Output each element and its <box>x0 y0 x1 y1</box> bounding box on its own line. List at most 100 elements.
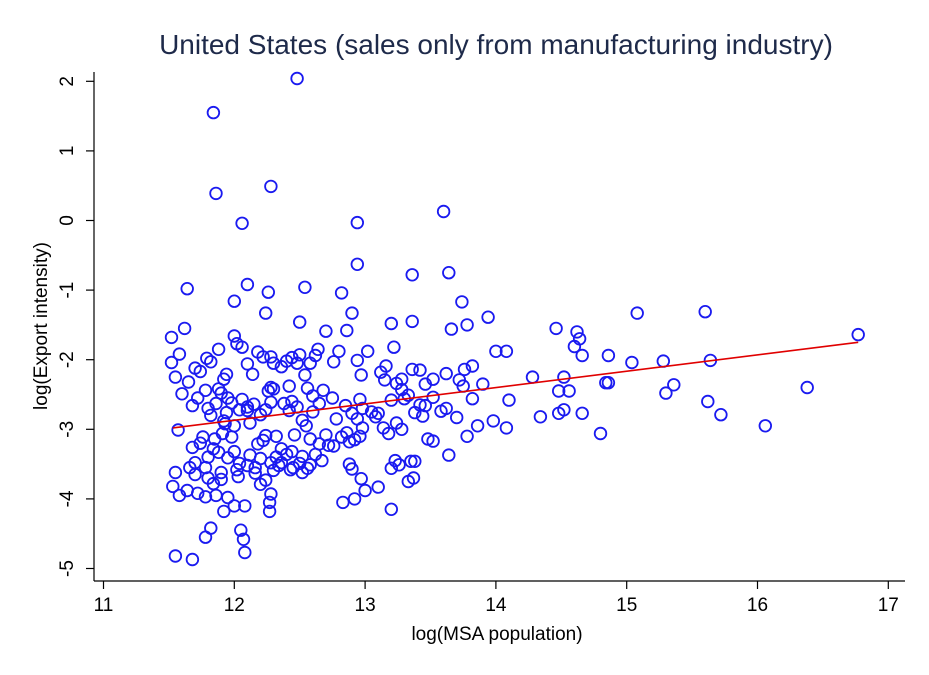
scatter-point <box>378 373 392 387</box>
scatter-point <box>287 428 302 442</box>
scatter-point <box>227 294 242 308</box>
scatter-point <box>354 472 368 486</box>
scatter-point <box>204 521 218 535</box>
scatter-point <box>264 380 278 395</box>
scatter-point <box>198 383 213 398</box>
scatter-point <box>295 449 310 464</box>
scatter-point <box>243 416 257 430</box>
scatter-point <box>261 384 276 398</box>
scatter-point <box>340 426 354 440</box>
scatter-point <box>329 412 344 426</box>
scatter-point <box>236 532 251 547</box>
scatter-point <box>227 444 242 459</box>
scatter-point <box>282 379 296 393</box>
scatter-point <box>525 370 540 384</box>
scatter-point <box>465 392 480 406</box>
scatter-point <box>200 351 214 366</box>
y-tick-label: -4 <box>57 490 78 507</box>
scatter-point <box>211 342 226 357</box>
scatter-point <box>405 362 419 377</box>
scatter-point <box>303 458 317 472</box>
scatter-point <box>405 314 419 329</box>
scatter-point <box>166 479 180 494</box>
scatter-point <box>248 466 262 480</box>
scatter-point <box>327 439 341 453</box>
scatter-point <box>293 348 307 362</box>
scatter-point <box>381 426 396 441</box>
scatter-point <box>164 330 179 345</box>
scatter-point <box>345 406 359 421</box>
scatter-point <box>444 322 459 336</box>
scatter-point <box>232 456 247 471</box>
scatter-point <box>235 340 249 354</box>
scatter-point <box>434 404 448 418</box>
scatter-point <box>261 285 276 299</box>
scatter-point <box>300 381 315 395</box>
scatter-point <box>240 403 255 418</box>
scatter-point <box>416 409 430 423</box>
scatter-point <box>240 277 255 292</box>
scatter-point <box>758 419 773 433</box>
scatter-point <box>552 384 566 398</box>
x-tick-label: 17 <box>878 595 899 616</box>
scatter-point <box>201 401 215 416</box>
scatter-point <box>198 490 213 504</box>
scatter-point <box>231 469 245 484</box>
scatter-point <box>601 348 616 363</box>
scatter-point <box>570 325 584 339</box>
scatter-point <box>625 355 639 370</box>
x-tick-label: 11 <box>94 595 114 616</box>
scatter-point <box>238 499 252 513</box>
scatter-point <box>404 454 418 469</box>
scatter-point <box>259 306 273 320</box>
scatter-point <box>185 398 200 413</box>
scatter-point <box>455 295 469 309</box>
scatter-point <box>325 391 340 405</box>
y-tick-label: -5 <box>57 560 78 577</box>
scatter-point <box>227 499 242 513</box>
scatter-point <box>489 344 503 359</box>
scatter-point <box>319 324 333 338</box>
scatter-point <box>345 306 359 320</box>
scatter-point <box>426 390 440 405</box>
scatter-point <box>334 286 349 300</box>
scatter-point <box>470 419 485 433</box>
scatter-point <box>262 495 277 510</box>
y-axis-ticks: -5 -4 -3 -2 -1 0 1 2 <box>57 76 94 577</box>
scatter-point <box>436 204 451 219</box>
scatter-point <box>190 486 205 501</box>
scatter-point <box>406 471 421 485</box>
scatter-point <box>562 384 576 398</box>
scatter-point <box>486 414 501 428</box>
scatter-point <box>245 367 260 382</box>
scatter-point <box>266 356 281 370</box>
scatter-point <box>667 378 681 392</box>
scatter-point <box>171 423 185 437</box>
scatter-point <box>379 359 393 373</box>
scatter-point <box>384 502 399 517</box>
scatter-point <box>285 394 299 409</box>
scatter-point <box>256 350 270 364</box>
scatter-point <box>290 71 304 86</box>
fit-line-layer <box>172 341 859 429</box>
scatter-point <box>601 376 616 390</box>
scatter-point <box>361 344 375 359</box>
scatter-point <box>269 429 283 444</box>
scatter-point <box>232 403 247 417</box>
scatter-point <box>209 186 223 201</box>
scatter-point <box>549 321 563 336</box>
x-tick-label: 15 <box>616 595 637 616</box>
scatter-point <box>332 344 346 359</box>
scatter-point <box>168 465 183 480</box>
scatter-point <box>219 405 234 420</box>
y-tick-label: 2 <box>57 76 78 87</box>
scatter-point <box>272 458 286 473</box>
scatter-point <box>413 363 427 377</box>
scatter-point <box>185 552 200 567</box>
scatter-point <box>264 456 278 470</box>
x-axis-title: log(MSA population) <box>411 624 582 645</box>
scatter-point <box>206 105 221 120</box>
fit-line <box>172 341 859 429</box>
y-axis-title: log(Export intensity) <box>31 242 52 410</box>
scatter-point <box>175 387 189 401</box>
